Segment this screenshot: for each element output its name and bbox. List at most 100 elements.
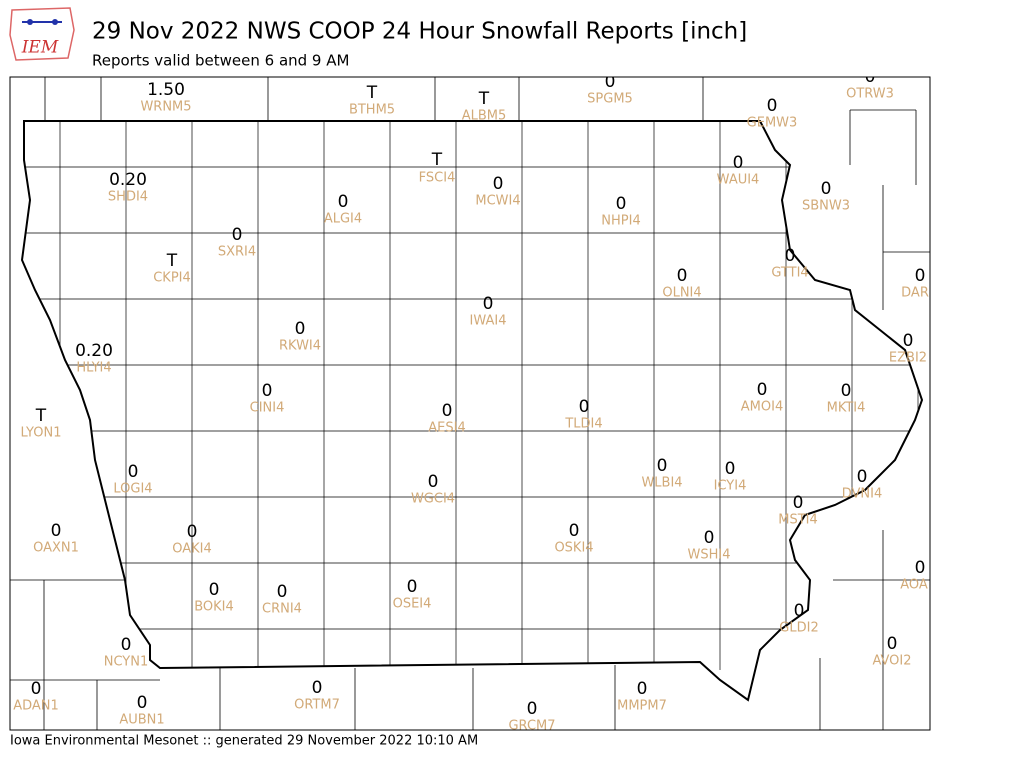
station-value: 0: [903, 331, 914, 351]
station-id: GEMW3: [747, 116, 798, 131]
station-value: 0: [31, 679, 42, 699]
station-id: OTRW3: [846, 87, 894, 102]
station-value: 0: [312, 678, 323, 698]
station-value: T: [431, 150, 443, 170]
station-value: 0: [187, 522, 198, 542]
station-value: 0: [887, 634, 898, 654]
station-value: 0: [428, 472, 439, 492]
station-id: SHDI4: [108, 190, 148, 205]
station-id: AESI4: [428, 421, 465, 436]
title: 29 Nov 2022 NWS COOP 24 Hour Snowfall Re…: [92, 19, 747, 45]
station-id: AMOI4: [741, 400, 783, 415]
station-id: LYON1: [21, 426, 62, 441]
station-id: FSCI4: [419, 171, 456, 186]
station-value: 0: [616, 194, 627, 214]
station-value: 0: [407, 577, 418, 597]
station-value: 0: [793, 493, 804, 513]
station-value: 0: [232, 225, 243, 245]
station-value: 0: [51, 521, 62, 541]
station-id: GTTI4: [771, 266, 808, 281]
station-id: DAR: [901, 286, 929, 301]
station-id: RKWI4: [279, 339, 321, 354]
station-value: 0: [657, 456, 668, 476]
station-id: MCWI4: [475, 194, 520, 209]
station-value: 0.20: [75, 341, 113, 361]
station-value: T: [35, 406, 47, 426]
station-value: T: [478, 89, 490, 109]
station-value: 0: [338, 192, 349, 212]
station-id: MMPM7: [617, 699, 667, 714]
station-id: MKTI4: [827, 401, 866, 416]
station-value: 0: [915, 266, 926, 286]
station-id: WRNM5: [140, 100, 191, 115]
station-value: 0: [637, 679, 648, 699]
station-value: T: [366, 83, 378, 103]
station-value: 0: [704, 528, 715, 548]
station-id: AOA: [900, 578, 928, 593]
station-value: 0: [442, 401, 453, 421]
station-value: 0: [137, 693, 148, 713]
station-value: 0: [209, 580, 220, 600]
station-value: 0: [262, 381, 273, 401]
station-id: GRCM7: [508, 719, 555, 734]
station-id: ALGI4: [324, 212, 362, 227]
station-id: SBNW3: [802, 199, 850, 214]
station-value: 0.20: [109, 170, 147, 190]
station-id: OAKI4: [172, 542, 212, 557]
station-id: NHPI4: [601, 214, 640, 229]
station-value: 0: [767, 96, 778, 116]
station-id: AUBN1: [119, 713, 164, 728]
station-id: ALBM5: [462, 109, 507, 124]
station-id: NCYN1: [104, 655, 149, 670]
station-id: CINI4: [250, 401, 285, 416]
station-id: LOGI4: [113, 482, 152, 497]
station-id: CKPI4: [153, 271, 191, 286]
station-id: OLNI4: [662, 286, 701, 301]
station-value: 0: [121, 635, 132, 655]
station-id: WSHI4: [688, 548, 731, 563]
station-id: EZBI2: [889, 351, 927, 366]
station-value: 0: [527, 699, 538, 719]
station-value: 0: [821, 179, 832, 199]
station-value: 0: [857, 467, 868, 487]
station-value: 0: [915, 558, 926, 578]
station-value: 0: [579, 397, 590, 417]
logo: IEM: [9, 7, 75, 61]
station-id: BTHM5: [349, 103, 395, 118]
station-value: 1.50: [147, 80, 185, 100]
station-id: OSKI4: [554, 541, 593, 556]
map-frame: [9, 76, 931, 731]
station-value: 0: [605, 72, 616, 92]
station-id: WGCI4: [411, 492, 455, 507]
station-value: 0: [128, 462, 139, 482]
station-value: 0: [785, 246, 796, 266]
station-value: 0: [295, 319, 306, 339]
station-id: MSTI4: [778, 513, 818, 528]
station-value: 0: [733, 153, 744, 173]
station-id: ORTM7: [294, 698, 340, 713]
station-id: DVNI4: [842, 487, 883, 502]
subtitle: Reports valid between 6 and 9 AM: [92, 52, 349, 70]
station-id: SXRI4: [218, 245, 256, 260]
logo-text: IEM: [21, 38, 59, 58]
station-id: WLBI4: [641, 476, 682, 491]
station-id: OAXN1: [33, 541, 79, 556]
station-id: ICYI4: [714, 479, 747, 494]
station-id: CRNI4: [262, 602, 302, 617]
station-value: 0: [569, 521, 580, 541]
station-value: 0: [841, 381, 852, 401]
station-id: ADAN1: [13, 699, 59, 714]
station-id: IWAI4: [470, 314, 507, 329]
station-value: 0: [865, 67, 876, 87]
station-value: 0: [483, 294, 494, 314]
station-id: BOKI4: [194, 600, 234, 615]
station-value: 0: [794, 601, 805, 621]
station-value: 0: [277, 582, 288, 602]
basemap: [10, 77, 930, 730]
station-id: WAUI4: [717, 173, 760, 188]
station-id: OSEI4: [393, 597, 432, 612]
station-value: 0: [725, 459, 736, 479]
